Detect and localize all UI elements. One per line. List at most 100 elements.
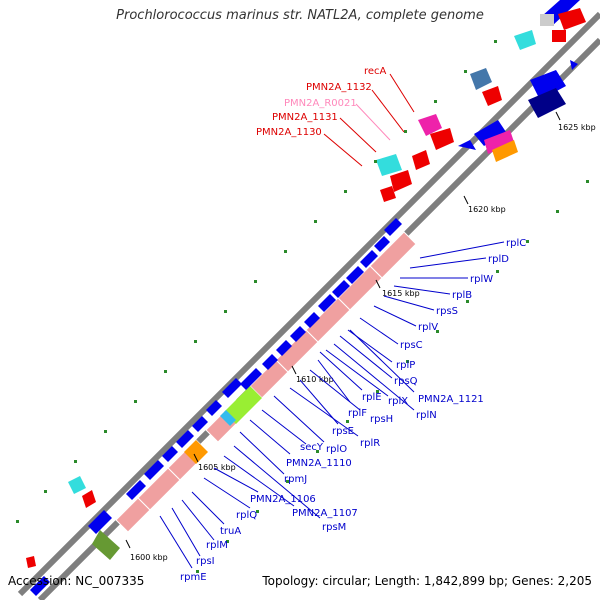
gene-label-pmn2a-r0021[interactable]: PMN2A_R0021 bbox=[284, 98, 357, 109]
leader-line bbox=[339, 335, 393, 379]
gene-box[interactable] bbox=[390, 170, 412, 192]
gene-label-rpsh[interactable]: rpsH bbox=[370, 414, 393, 425]
gene-label-rplc[interactable]: rplC bbox=[506, 238, 526, 249]
gene-box[interactable] bbox=[484, 130, 514, 154]
gene-arrow[interactable] bbox=[206, 400, 222, 416]
gene-arrow[interactable] bbox=[458, 140, 476, 150]
gene-arrow[interactable] bbox=[126, 480, 146, 500]
gene-label-secy[interactable]: secY bbox=[300, 442, 324, 453]
gene-box[interactable] bbox=[540, 14, 554, 26]
gene-arrow[interactable] bbox=[346, 266, 364, 284]
gene-box[interactable] bbox=[418, 114, 442, 136]
gene-label-rpme[interactable]: rpmE bbox=[180, 572, 207, 583]
gene-arrow[interactable] bbox=[470, 68, 492, 90]
kbp-scale: 1600 kbp 1605 kbp 1610 kbp 1615 kbp 1620… bbox=[125, 111, 596, 562]
gene-label-rpsc[interactable]: rpsC bbox=[400, 340, 423, 351]
tick-dot bbox=[436, 330, 439, 333]
gene-label-rplp[interactable]: rplP bbox=[396, 360, 415, 371]
gene-label-rplo[interactable]: rplO bbox=[326, 444, 347, 455]
gene-label-recA[interactable]: recA bbox=[364, 66, 387, 77]
tick-dot bbox=[286, 480, 289, 483]
gene-label-trua[interactable]: truA bbox=[220, 526, 241, 537]
gene-label-rple[interactable]: rplE bbox=[362, 392, 382, 403]
leader-line bbox=[289, 387, 359, 437]
gene-arrow[interactable] bbox=[176, 430, 194, 448]
gene-arrow[interactable] bbox=[222, 378, 242, 398]
gene-label-pmn2a-1121[interactable]: PMN2A_1121 bbox=[418, 394, 484, 405]
tick-dot bbox=[496, 270, 499, 273]
gene-arrow[interactable] bbox=[530, 70, 566, 100]
gene-label-rplr[interactable]: rplR bbox=[360, 438, 380, 449]
gene-box[interactable] bbox=[430, 128, 454, 150]
cyan-gene-block[interactable] bbox=[220, 410, 236, 426]
gene-arrow[interactable] bbox=[88, 510, 112, 534]
leader-line bbox=[371, 89, 405, 133]
gene-box[interactable] bbox=[482, 86, 502, 106]
gene-arrow[interactable] bbox=[290, 326, 306, 342]
gene-box[interactable] bbox=[376, 154, 402, 176]
orange-gene-block[interactable] bbox=[184, 440, 208, 464]
gene-arrow[interactable] bbox=[162, 446, 178, 462]
gene-label-rpsi[interactable]: rpsI bbox=[196, 556, 215, 567]
gene-label-rpsq[interactable]: rpsQ bbox=[394, 376, 418, 387]
gene-box[interactable] bbox=[380, 186, 396, 202]
scale-dots bbox=[16, 40, 589, 573]
gene-label-rpse[interactable]: rpsE bbox=[332, 426, 354, 437]
leader-line bbox=[323, 133, 363, 167]
gene-label-rplw[interactable]: rplW bbox=[470, 274, 493, 285]
gene-label-rplm[interactable]: rplM bbox=[206, 540, 228, 551]
gene-arrow[interactable] bbox=[304, 312, 320, 328]
gene-label-rpld[interactable]: rplD bbox=[488, 254, 509, 265]
red-gene-labels: recA PMN2A_1132 PMN2A_R0021 PMN2A_1131 P… bbox=[256, 66, 415, 167]
gene-arrow[interactable] bbox=[262, 354, 278, 370]
gene-arrow[interactable] bbox=[474, 120, 506, 146]
gene-arrow[interactable] bbox=[374, 236, 390, 252]
gene-label-pmn2a-1106[interactable]: PMN2A_1106 bbox=[250, 494, 316, 505]
gene-label-pmn2a-1130[interactable]: PMN2A_1130 bbox=[256, 127, 322, 138]
tick-dot bbox=[196, 570, 199, 573]
gene-label-rplv[interactable]: rplV bbox=[418, 322, 438, 333]
gene-arrow[interactable] bbox=[318, 294, 336, 312]
gene-arrow[interactable] bbox=[360, 250, 378, 268]
gene-arrow[interactable] bbox=[276, 340, 292, 356]
lower-gene-labels: rpmE rpsI rplM truA rplQ PMN2A_1106 PMN2… bbox=[159, 349, 408, 583]
olive-gene-block[interactable] bbox=[92, 530, 120, 560]
kbp-label-1600: 1600 kbp bbox=[130, 553, 168, 562]
gene-label-pmn2a-1107[interactable]: PMN2A_1107 bbox=[292, 508, 358, 519]
gene-label-rplf[interactable]: rplF bbox=[348, 408, 367, 419]
gene-label-rpss[interactable]: rpsS bbox=[436, 306, 458, 317]
gene-arrow[interactable] bbox=[30, 576, 50, 596]
gene-label-pmn2a-1110[interactable]: PMN2A_1110 bbox=[286, 458, 352, 469]
gene-arrow[interactable] bbox=[240, 368, 262, 390]
gene-box[interactable] bbox=[68, 476, 86, 494]
gene-box[interactable] bbox=[492, 140, 518, 162]
gene-arrow[interactable] bbox=[332, 280, 350, 298]
kbp-label-1610: 1610 kbp bbox=[296, 375, 334, 384]
gene-label-rpmj[interactable]: rpmJ bbox=[284, 474, 307, 485]
gene-box[interactable] bbox=[514, 30, 536, 50]
tick-dot bbox=[556, 210, 559, 213]
gene-label-rpln[interactable]: rplN bbox=[416, 410, 437, 421]
gene-arrow[interactable] bbox=[384, 218, 402, 236]
gene-box[interactable] bbox=[558, 8, 586, 30]
gene-arrow[interactable] bbox=[192, 416, 208, 432]
gene-box[interactable] bbox=[552, 30, 566, 42]
gene-label-rplq[interactable]: rplQ bbox=[236, 510, 257, 521]
gene-label-rpsm[interactable]: rpsM bbox=[322, 522, 346, 533]
gene-label-rplb[interactable]: rplB bbox=[452, 290, 472, 301]
gene-label-rplx[interactable]: rplX bbox=[388, 396, 408, 407]
kbp-tick bbox=[291, 365, 297, 375]
gene-label-pmn2a-1131[interactable]: PMN2A_1131 bbox=[272, 112, 338, 123]
green-gene-block[interactable] bbox=[224, 386, 262, 424]
gene-arrow[interactable] bbox=[144, 460, 164, 480]
gene-arrow[interactable] bbox=[570, 60, 578, 70]
gene-box[interactable] bbox=[26, 556, 36, 568]
gene-box[interactable] bbox=[412, 150, 430, 170]
gene-box[interactable] bbox=[82, 490, 96, 508]
gene-label-pmn2a-1132[interactable]: PMN2A_1132 bbox=[306, 82, 372, 93]
kbp-tick bbox=[193, 453, 199, 463]
gene-arrow[interactable] bbox=[528, 88, 566, 118]
tick-dot bbox=[134, 400, 137, 403]
protein-block[interactable] bbox=[115, 497, 151, 533]
